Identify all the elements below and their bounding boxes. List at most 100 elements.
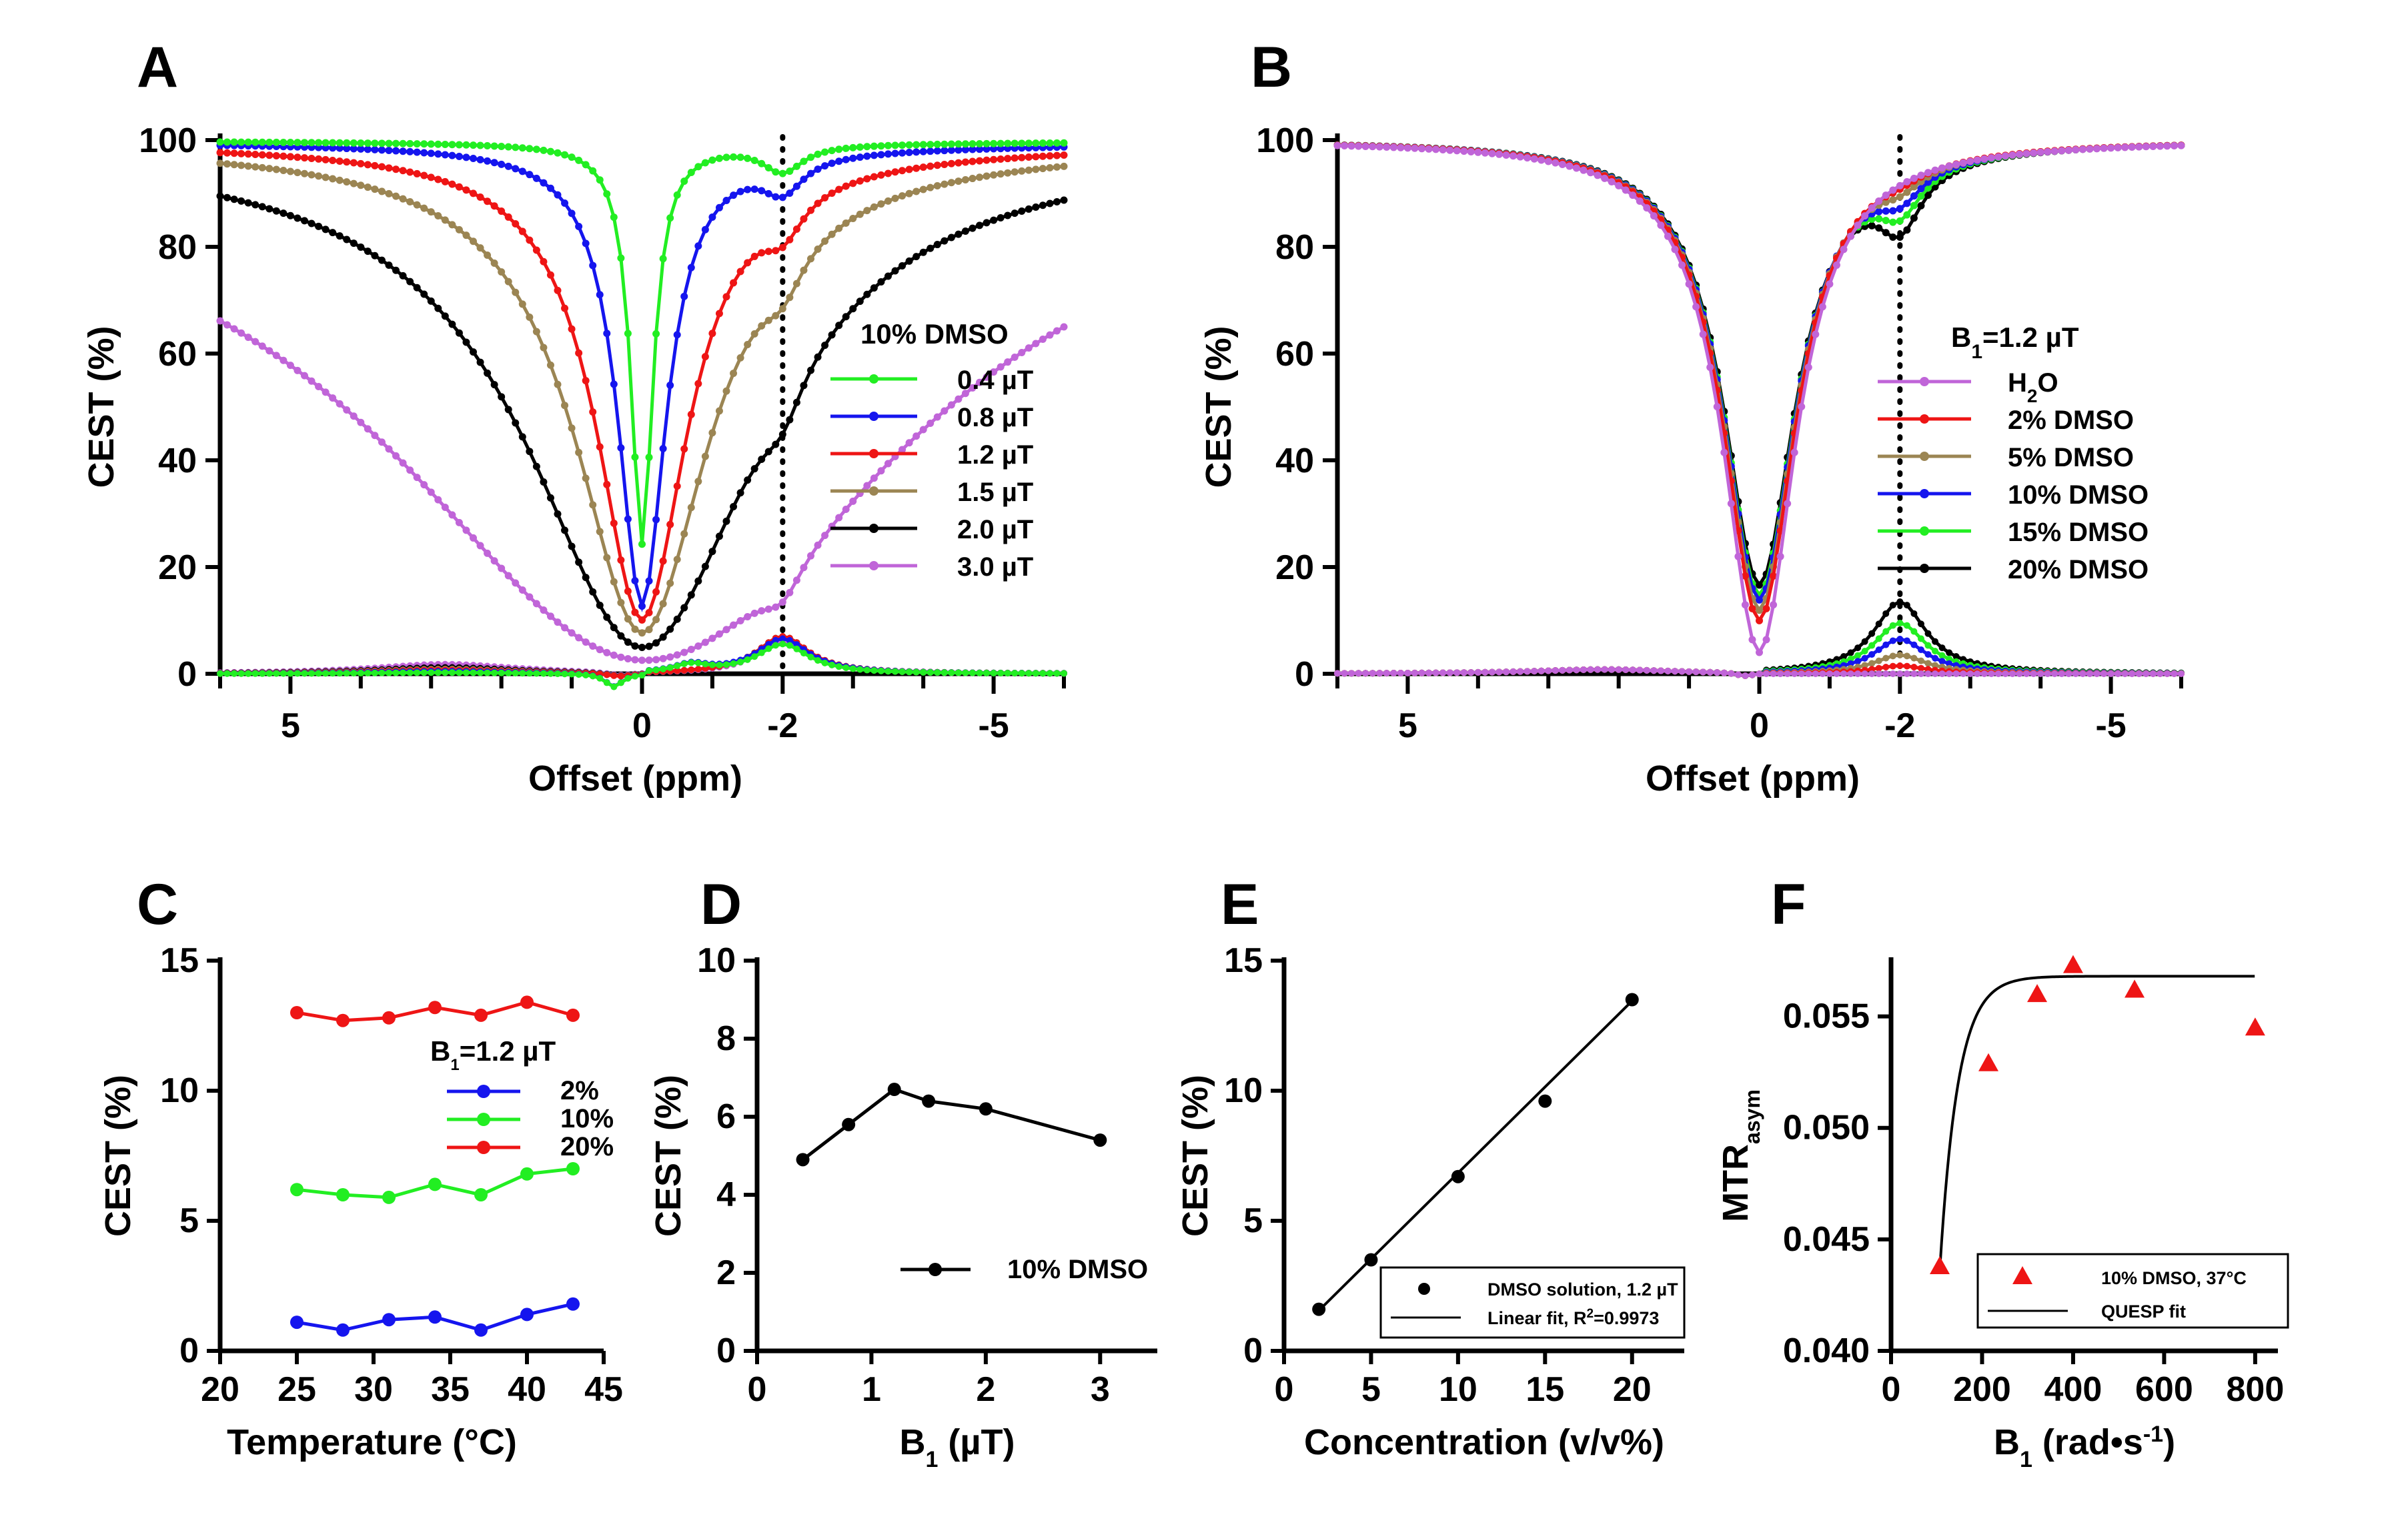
data-point <box>382 1011 396 1025</box>
asymmetry-point <box>898 668 906 675</box>
z-spectrum-point <box>406 197 414 205</box>
z-spectrum-point <box>357 181 365 189</box>
z-spectrum-point <box>652 656 660 664</box>
z-spectrum-point <box>2149 142 2157 150</box>
z-spectrum-point <box>462 338 470 346</box>
z-spectrum-point <box>659 654 667 662</box>
z-spectrum-point <box>371 432 379 440</box>
z-spectrum-point <box>1538 156 1546 164</box>
z-spectrum-point <box>1917 201 1925 209</box>
z-spectrum-point <box>251 201 259 209</box>
z-spectrum-point <box>694 478 702 486</box>
asymmetry-point <box>688 666 695 674</box>
z-spectrum-point <box>905 189 913 197</box>
z-spectrum-point <box>631 656 639 664</box>
z-spectrum-point <box>258 203 266 211</box>
z-spectrum-point <box>561 526 569 534</box>
z-spectrum-point <box>568 325 576 333</box>
legend-label: 2% DMSO <box>2008 406 2134 435</box>
z-spectrum-point <box>470 141 477 149</box>
z-spectrum-point <box>1011 353 1019 361</box>
z-spectrum-point <box>265 347 273 355</box>
z-spectrum-point <box>462 186 470 194</box>
z-spectrum-point <box>462 153 470 161</box>
x-tick-label: 1 <box>862 1370 881 1409</box>
asymmetry-point <box>2115 670 2122 677</box>
z-spectrum-point <box>708 634 716 642</box>
z-spectrum-point <box>715 407 723 415</box>
z-spectrum-point <box>279 152 287 160</box>
asymmetry-point <box>2100 670 2108 677</box>
z-spectrum-point <box>1572 164 1580 172</box>
z-spectrum-point <box>1910 183 1918 191</box>
data-point <box>474 1008 488 1022</box>
z-spectrum-point <box>596 646 604 654</box>
z-spectrum-point <box>976 157 983 165</box>
z-spectrum-point <box>1502 151 1510 159</box>
z-spectrum-point <box>976 221 983 229</box>
z-spectrum-point <box>364 247 372 255</box>
z-spectrum-point <box>406 168 414 176</box>
z-spectrum-point <box>385 261 393 269</box>
z-spectrum-point <box>1882 198 1890 206</box>
z-spectrum-point <box>448 151 456 159</box>
asymmetry-point <box>856 666 864 673</box>
asymmetry-point <box>519 670 526 677</box>
asymmetry-point <box>1882 663 1890 670</box>
asymmetry-point <box>1938 670 1946 677</box>
z-spectrum-point <box>378 438 386 446</box>
z-spectrum-point <box>786 416 794 424</box>
z-spectrum-point <box>898 141 907 149</box>
asymmetry-point <box>1875 635 1882 642</box>
z-spectrum-point <box>1039 201 1047 209</box>
x-tick-label: 2 <box>976 1370 995 1409</box>
asymmetry-point <box>1854 670 1862 677</box>
z-spectrum-point <box>546 361 554 369</box>
z-spectrum-point <box>842 182 850 190</box>
z-spectrum-point <box>392 165 400 173</box>
series-line <box>802 1087 1101 1161</box>
z-spectrum-point <box>961 176 969 184</box>
legend-label-sub: 2 <box>2027 386 2038 406</box>
z-spectrum-point <box>772 603 780 611</box>
z-spectrum-point <box>1910 214 1918 222</box>
y-axis-title: CEST (%) <box>1199 326 1239 488</box>
x-axis-title: Offset (ppm) <box>1646 758 1860 799</box>
asymmetry-point <box>694 666 702 673</box>
z-spectrum-point <box>1060 323 1068 331</box>
asymmetry-point <box>1868 650 1876 658</box>
z-spectrum-point <box>1333 141 1341 149</box>
z-spectrum-point <box>301 154 308 162</box>
z-spectrum-point <box>1474 148 1482 156</box>
asymmetry-point <box>1946 655 1953 662</box>
z-spectrum-point <box>498 393 506 401</box>
data-point <box>474 1188 488 1201</box>
asymmetry-point <box>1861 654 1868 662</box>
asymmetry-point <box>1678 668 1686 675</box>
z-spectrum-point <box>462 526 470 534</box>
asymmetry-point <box>2065 670 2072 677</box>
z-spectrum-point <box>1601 174 1609 182</box>
z-spectrum-point <box>730 153 738 161</box>
z-spectrum-point <box>1952 160 1960 168</box>
z-spectrum-point <box>969 384 977 392</box>
z-spectrum-point <box>216 192 224 200</box>
z-spectrum-point <box>1053 163 1061 171</box>
asymmetry-point <box>842 664 850 671</box>
z-spectrum-point <box>828 230 836 238</box>
z-spectrum-point <box>357 243 365 251</box>
asymmetry-point <box>1495 668 1503 676</box>
z-spectrum-point <box>842 313 850 321</box>
y-tick-label: 80 <box>1275 228 1314 267</box>
asymmetry-point <box>1868 660 1876 667</box>
z-spectrum-point <box>504 278 512 286</box>
z-spectrum-point <box>786 588 794 596</box>
z-spectrum-point <box>1397 143 1405 151</box>
z-spectrum-point <box>293 153 302 161</box>
asymmetry-point <box>448 669 456 676</box>
z-spectrum-point <box>582 638 590 646</box>
z-spectrum-point <box>1692 303 1700 311</box>
z-spectrum-point <box>1875 197 1883 205</box>
asymmetry-point <box>934 669 941 676</box>
x-tick-label: 5 <box>281 706 300 745</box>
